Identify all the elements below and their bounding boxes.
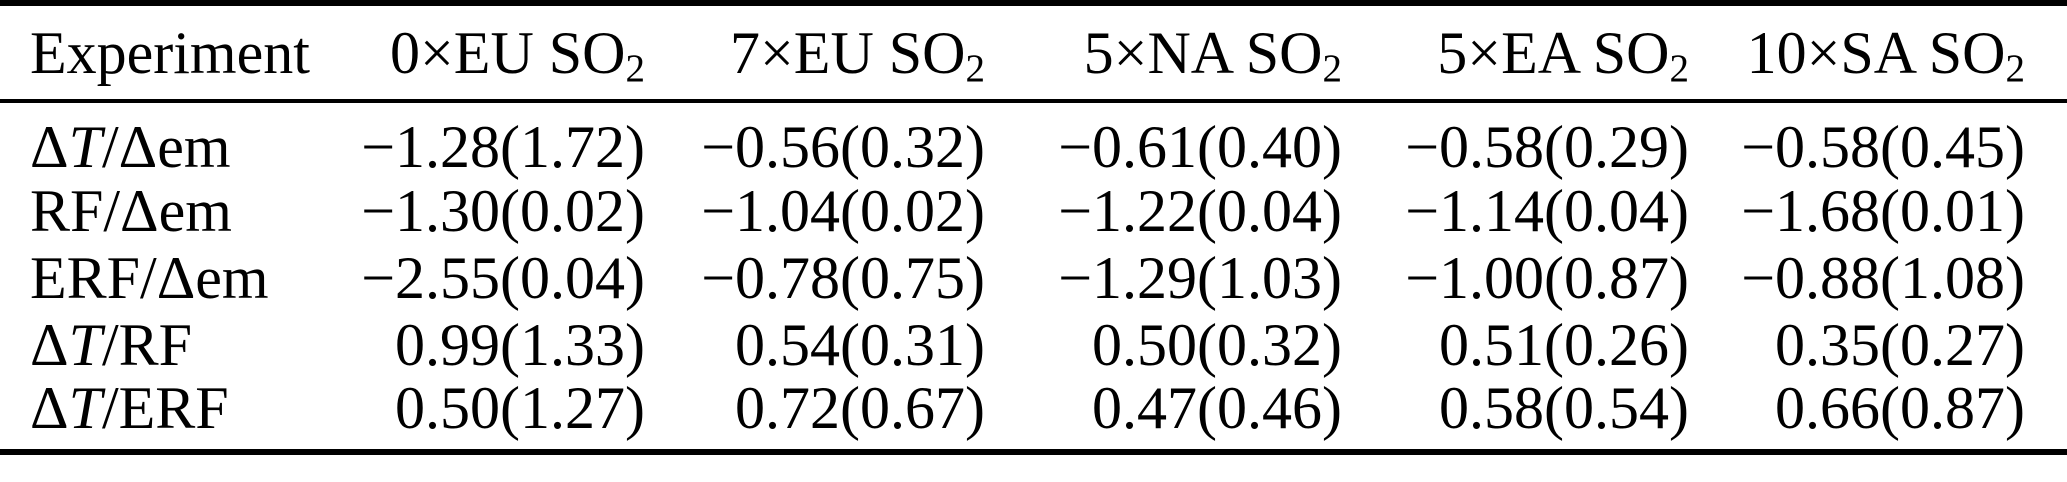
column-header-5x-na-so2: 5×NA SO2 [985,3,1342,101]
value-cell: −0.61(0.40) [1058,114,1342,180]
table-row-dt-rf: ΔT/RF 0.99(1.33) 0.54(0.31) 0.50(0.32) 0… [0,311,2067,378]
value-cell: −0.78(0.75) [701,244,985,311]
row-label-pre: RF/Δem [30,177,232,244]
table-body: ΔT/Δem −1.28(1.72) −0.56(0.32) −0.61(0.4… [0,101,2067,452]
column-header-10x-sa-so2: 10×SA SO2 [1689,3,2067,101]
row-label: ΔT/ERF [0,378,343,452]
value-cell: 0.99(1.33) [395,311,645,378]
value-cell: −1.04(0.02) [701,177,985,244]
header-row: Experiment 0×EU SO2 7×EU SO2 5×NA SO2 5×… [0,3,2067,101]
row-label-pre: Δ [30,114,69,180]
value-cell: −0.58(0.29) [1405,114,1689,180]
row-label: ERF/Δem [0,244,343,311]
table-row-dt-dem: ΔT/Δem −1.28(1.72) −0.56(0.32) −0.61(0.4… [0,101,2067,177]
value-cell: −0.56(0.32) [701,114,985,180]
value-cell: 0.54(0.31) [735,311,985,378]
column-header-label: 7×EU SO [729,19,966,86]
column-header-subscript: 2 [1669,47,1690,91]
column-header-subscript: 2 [1322,47,1343,91]
value-cell: −0.58(0.45) [1741,114,2025,180]
column-header-7x-eu-so2: 7×EU SO2 [645,3,985,101]
value-cell: 0.51(0.26) [1439,311,1689,378]
column-header-label: 5×EA SO [1437,19,1670,86]
row-label-pre: Δ [30,311,69,378]
value-cell: 0.47(0.46) [1092,375,1342,441]
column-header-subscript: 2 [965,47,986,91]
value-cell: −1.68(0.01) [1741,177,2025,244]
column-header-subscript: 2 [2005,47,2026,91]
value-cell: 0.72(0.67) [735,375,985,441]
column-header-experiment: Experiment [0,3,343,101]
value-cell: −1.00(0.87) [1405,244,1689,311]
value-cell: −1.14(0.04) [1405,177,1689,244]
column-header-label: 10×SA SO [1746,19,2006,86]
table-row-rf-dem: RF/Δem −1.30(0.02) −1.04(0.02) −1.22(0.0… [0,177,2067,244]
row-label-pre: ERF/Δem [30,244,269,311]
row-label-italic: T [68,375,102,441]
table-row-erf-dem: ERF/Δem −2.55(0.04) −0.78(0.75) −1.29(1.… [0,244,2067,311]
table-row-dt-erf: ΔT/ERF 0.50(1.27) 0.72(0.67) 0.47(0.46) … [0,378,2067,452]
experiment-results-table: Experiment 0×EU SO2 7×EU SO2 5×NA SO2 5×… [0,0,2067,455]
table-header: Experiment 0×EU SO2 7×EU SO2 5×NA SO2 5×… [0,3,2067,101]
column-header-subscript: 2 [625,47,646,91]
row-label: ΔT/RF [0,311,343,378]
value-cell: −0.88(1.08) [1741,244,2025,311]
column-header-label: 0×EU SO [389,19,626,86]
value-cell: −1.30(0.02) [361,177,645,244]
value-cell: 0.50(0.32) [1092,311,1342,378]
row-label-post: /Δem [101,114,231,180]
value-cell: −1.22(0.04) [1058,177,1342,244]
value-cell: 0.66(0.87) [1775,375,2025,441]
column-header-5x-ea-so2: 5×EA SO2 [1342,3,1689,101]
value-cell: 0.35(0.27) [1775,311,2025,378]
value-cell: −2.55(0.04) [361,244,645,311]
row-label-post: /ERF [101,375,229,441]
column-header-label: Experiment [30,19,310,86]
row-label-pre: Δ [30,375,69,441]
row-label-italic: T [68,114,102,180]
value-cell: 0.50(1.27) [395,375,645,441]
value-cell: 0.58(0.54) [1439,375,1689,441]
column-header-0x-eu-so2: 0×EU SO2 [343,3,645,101]
row-label-post: /RF [101,311,193,378]
value-cell: −1.29(1.03) [1058,244,1342,311]
row-label-italic: T [68,311,102,378]
row-label: RF/Δem [0,177,343,244]
column-header-label: 5×NA SO [1083,19,1323,86]
row-label: ΔT/Δem [0,101,343,177]
value-cell: −1.28(1.72) [361,114,645,180]
